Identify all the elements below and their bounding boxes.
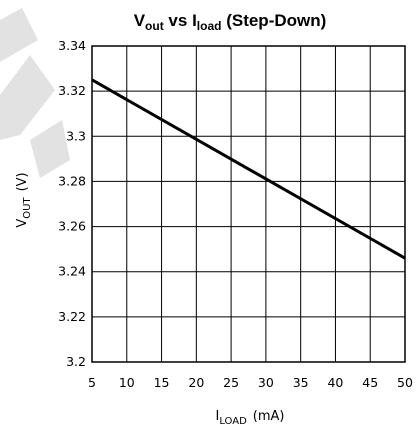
x-tick-label: 15 [154, 375, 170, 390]
x-tick-label: 5 [88, 375, 96, 390]
y-tick-labels: 3.2 3.22 3.24 3.26 3.28 3.3 3.32 3.34 [58, 38, 86, 369]
x-tick-label: 25 [223, 375, 239, 390]
y-tick-label: 3.32 [58, 83, 86, 98]
y-tick-label: 3.3 [66, 128, 86, 143]
x-tick-label: 10 [119, 375, 135, 390]
title-i: I [192, 11, 197, 30]
x-tick-label: 40 [327, 375, 343, 390]
x-tick-labels: 5 10 15 20 25 30 35 40 45 50 [88, 375, 413, 390]
y-tick-label: 3.26 [58, 219, 86, 234]
title-suffix: (Step-Down) [221, 11, 326, 30]
y-tick-label: 3.2 [66, 354, 86, 369]
y-tick-label: 3.22 [58, 309, 86, 324]
chart-title: Vout vs Iload (Step-Down) [134, 11, 327, 33]
x-axis-label-sub: LOAD [219, 416, 247, 427]
x-tick-label: 45 [362, 375, 378, 390]
title-v-sub: out [145, 19, 164, 33]
series-line-0 [91, 78, 406, 260]
y-axis-label-main: V [15, 219, 30, 228]
title-vs: vs [164, 11, 192, 30]
x-axis-label-main: I [216, 409, 220, 424]
y-tick-label: 3.28 [58, 173, 86, 188]
watermark-logo [0, 8, 70, 178]
gridlines [91, 45, 406, 363]
title-i-sub: load [197, 19, 222, 33]
series-group [91, 78, 406, 260]
y-tick-label: 3.24 [58, 264, 86, 279]
x-axis-label: ILOAD (mA) [216, 409, 285, 427]
title-v: V [134, 11, 146, 30]
plot-frame [91, 45, 406, 363]
x-axis-label-unit: (mA) [253, 409, 285, 424]
y-axis-label-sub: OUT [22, 197, 33, 219]
y-axis-label-unit: (V) [15, 172, 30, 191]
x-tick-label: 35 [293, 375, 309, 390]
y-axis-label: VOUT (V) [15, 172, 33, 227]
x-tick-label: 30 [258, 375, 274, 390]
x-tick-label: 20 [188, 375, 204, 390]
y-tick-label: 3.34 [58, 38, 86, 53]
x-tick-label: 50 [397, 375, 413, 390]
